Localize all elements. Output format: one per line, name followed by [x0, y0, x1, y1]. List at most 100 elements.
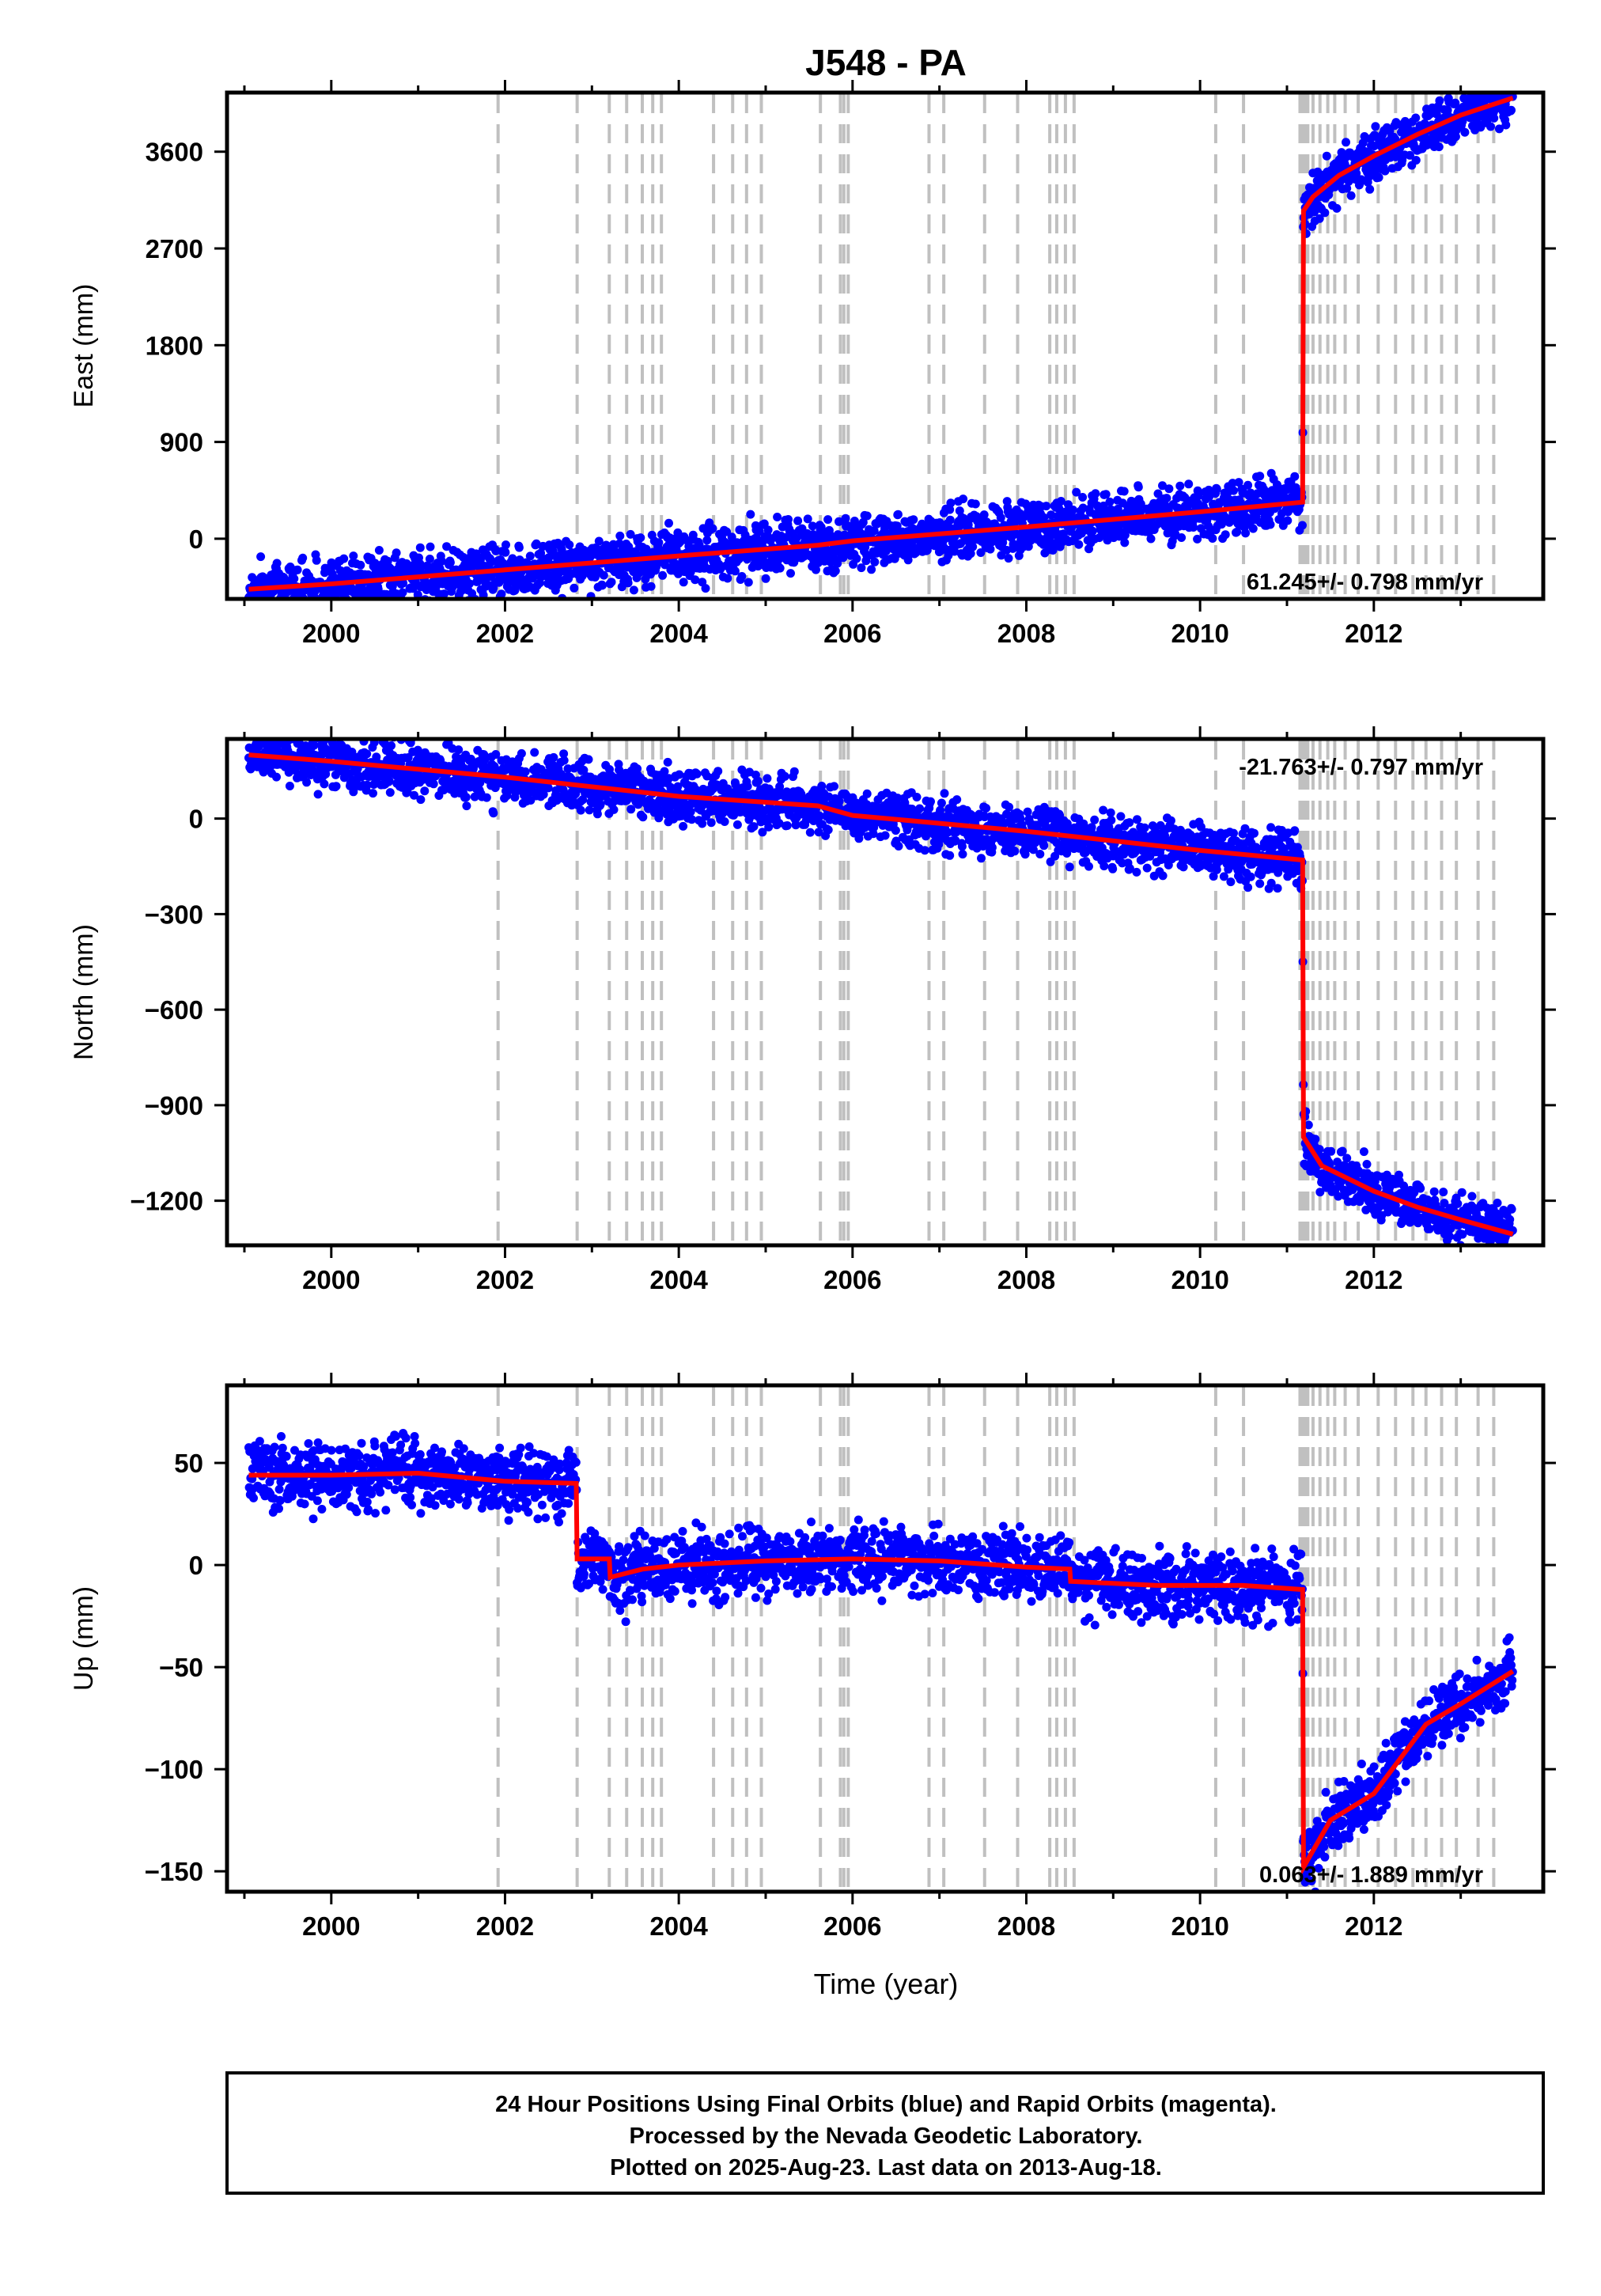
east-data-point [362, 602, 371, 611]
north-data-point [782, 821, 792, 830]
east-data-point [746, 510, 755, 519]
east-data-point [1357, 175, 1366, 184]
north-data-point [1125, 818, 1134, 828]
north-data-point [764, 822, 774, 832]
east-data-point [1411, 156, 1421, 165]
north-data-point [1240, 824, 1250, 833]
east-data-point [263, 601, 272, 609]
east-data-point [598, 581, 607, 590]
north-data-point [559, 749, 569, 759]
east-data-point [702, 536, 712, 545]
north-data-point [387, 741, 396, 750]
east-x-tick-label: 2000 [302, 619, 360, 648]
north-data-point [743, 782, 752, 791]
east-data-point [976, 548, 986, 557]
east-data-point [946, 498, 956, 508]
east-data-point [803, 514, 812, 524]
east-data-point [1371, 122, 1380, 131]
east-data-point [892, 521, 902, 531]
north-data-point [596, 800, 605, 809]
east-data-point [862, 511, 872, 521]
east-data-point [373, 585, 383, 594]
east-data-point [557, 544, 566, 554]
east-rate-label: 61.245+/- 0.798 mm/yr [1247, 570, 1483, 595]
east-data-point [944, 551, 953, 560]
north-data-point [1209, 872, 1218, 881]
east-data-point [761, 574, 770, 583]
north-data-point [987, 843, 997, 852]
east-y-tick-label: 900 [160, 428, 203, 457]
east-data-point [1290, 472, 1300, 481]
east-data-point [1241, 529, 1251, 538]
east-data-point [744, 578, 753, 587]
east-data-point [514, 543, 524, 552]
north-data-point [1179, 862, 1188, 872]
east-data-point [442, 542, 452, 551]
north-data-point [940, 789, 949, 798]
north-data-point [763, 774, 772, 783]
east-data-point [869, 526, 879, 536]
north-data-point [362, 749, 372, 759]
east-data-point [1234, 478, 1243, 487]
north-data-point [920, 846, 929, 855]
north-data-point [576, 805, 585, 815]
north-data-point [255, 727, 264, 736]
east-data-point [861, 543, 870, 552]
north-data-point [1290, 826, 1300, 835]
east-data-point [425, 555, 434, 563]
east-data-point [893, 510, 903, 519]
east-data-point [646, 582, 656, 591]
north-data-point [817, 782, 827, 790]
east-data-point [658, 570, 668, 580]
north-data-point [977, 854, 986, 863]
east-data-point [1266, 520, 1275, 529]
east-data-point [737, 572, 747, 581]
east-data-point [1056, 497, 1065, 506]
north-data-point [452, 752, 461, 761]
north-data-point [952, 828, 961, 837]
north-data-point [285, 782, 294, 790]
east-data-point [841, 513, 850, 523]
north-data-point [559, 756, 569, 765]
east-data-point [465, 579, 474, 589]
north-data-point [1084, 862, 1093, 871]
north-data-point [1266, 878, 1276, 888]
east-data-point [1204, 485, 1213, 494]
north-data-point [1039, 841, 1049, 851]
east-data-point [281, 610, 290, 619]
east-data-point [309, 601, 318, 609]
east-y-tick-label: 1800 [146, 331, 203, 360]
east-y-tick-label: 2700 [146, 234, 203, 263]
east-data-point [339, 554, 349, 563]
north-data-point [331, 782, 341, 791]
east-data-point [349, 551, 358, 561]
north-data-point [1035, 850, 1045, 858]
east-data-point [701, 584, 710, 593]
east-data-point [1501, 120, 1511, 130]
east-data-point [1177, 533, 1187, 542]
east-data-point [1146, 534, 1156, 544]
north-data-point [952, 795, 962, 805]
east-data-point [1451, 98, 1460, 108]
east-data-point [867, 565, 876, 574]
east-data-point [786, 569, 795, 578]
north-data-point [660, 767, 669, 776]
east-data-point [1153, 489, 1163, 498]
east-data-point [1478, 77, 1487, 85]
north-data-point [302, 778, 312, 787]
north-data-point [732, 820, 742, 829]
east-data-point [378, 602, 387, 611]
east-data-point [730, 566, 740, 576]
east-data-point [253, 608, 262, 616]
east-data-point [615, 531, 625, 540]
east-data-point [594, 536, 604, 546]
north-data-point [1087, 823, 1096, 832]
east-data-point [1332, 203, 1342, 213]
east-x-tick-label: 2006 [823, 619, 881, 648]
east-data-point [1380, 166, 1390, 176]
north-data-point [936, 805, 945, 815]
north-data-point [454, 745, 464, 755]
north-data-point [1010, 847, 1020, 856]
east-data-point [1320, 208, 1330, 218]
east-data-point [808, 521, 817, 531]
